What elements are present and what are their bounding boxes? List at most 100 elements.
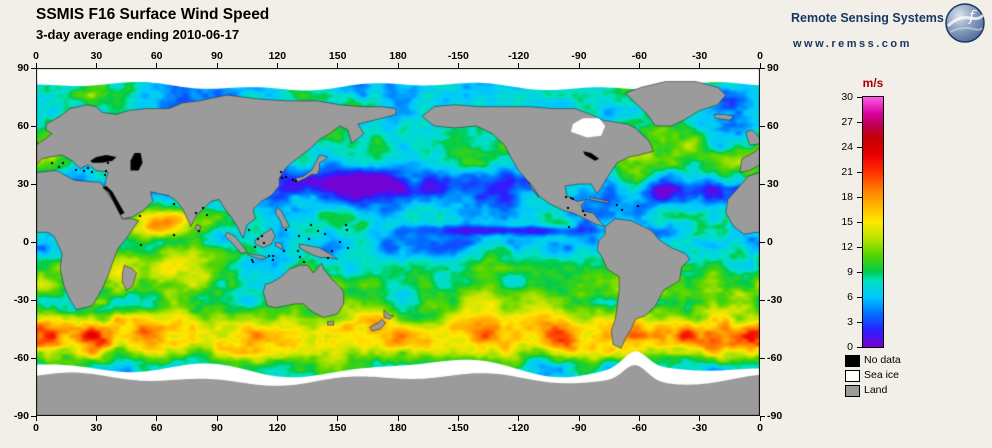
lon-tick-mark-bottom-1	[95, 416, 97, 421]
lon-tick-label-bottom-0: 0	[33, 422, 39, 434]
colorbar-tick-mark-10	[857, 346, 862, 348]
lon-tick-mark-bottom-12	[759, 416, 761, 421]
lon-tick-label-bottom-7: -150	[447, 422, 469, 434]
lon-tick-label-bottom-12: 0	[757, 422, 763, 434]
globe-logo-icon: f	[945, 3, 985, 43]
colorbar-tick-label-6: 12	[841, 241, 853, 253]
lon-tick-mark-top-1	[95, 63, 97, 68]
colorbar-tick-label-8: 6	[847, 291, 853, 303]
lon-tick-label-top-3: 90	[211, 50, 223, 62]
colorbar-tick-mark-7	[857, 271, 862, 273]
colorbar-tick-label-10: 0	[847, 341, 853, 353]
lat-tick-mark-right-6	[760, 415, 765, 417]
lat-tick-mark-right-2	[760, 183, 765, 185]
colorbar-tick-mark-2	[857, 146, 862, 148]
brand-name: Remote Sensing Systems	[791, 11, 944, 25]
colorbar-tick-label-0: 30	[841, 91, 853, 103]
lon-tick-label-top-4: 120	[268, 50, 287, 62]
lon-tick-mark-top-5	[337, 63, 339, 68]
page-subtitle: 3-day average ending 2010-06-17	[36, 27, 240, 42]
lon-tick-label-bottom-2: 60	[150, 422, 163, 434]
colorbar-tick-mark-0	[857, 96, 862, 98]
lat-tick-mark-right-4	[760, 299, 765, 301]
colorbar-tick-mark-3	[857, 171, 862, 173]
lon-tick-mark-top-7	[457, 63, 459, 68]
lon-tick-label-bottom-1: 30	[90, 422, 103, 434]
lon-tick-label-top-10: -60	[631, 50, 647, 62]
colorbar-gradient	[862, 96, 884, 348]
lon-tick-mark-top-2	[156, 63, 158, 68]
colorbar-tick-label-9: 3	[847, 316, 853, 328]
lon-tick-mark-top-6	[397, 63, 399, 68]
colorbar-tick-label-2: 24	[841, 141, 853, 153]
lon-tick-label-top-12: 0	[757, 50, 763, 62]
lon-tick-mark-top-3	[216, 63, 218, 68]
colorbar-tick-label-7: 9	[847, 266, 853, 278]
legend-swatch-1	[845, 370, 860, 382]
lon-tick-label-bottom-5: 150	[328, 422, 347, 434]
lon-tick-mark-top-12	[759, 63, 761, 68]
lat-tick-label-right-5: -60	[767, 352, 783, 364]
legend-swatch-0	[845, 355, 860, 367]
lon-tick-mark-bottom-9	[578, 416, 580, 421]
lat-tick-label-right-1: 60	[767, 120, 779, 132]
lat-tick-mark-left-1	[31, 125, 36, 127]
lat-tick-label-left-5: -60	[13, 352, 29, 364]
lat-tick-mark-right-3	[760, 241, 765, 243]
lon-tick-label-bottom-3: 90	[211, 422, 223, 434]
lon-tick-label-top-11: -30	[692, 50, 708, 62]
lon-tick-label-bottom-10: -60	[631, 422, 647, 434]
colorbar-tick-label-4: 18	[841, 191, 853, 203]
lon-tick-mark-top-11	[699, 63, 701, 68]
lon-tick-mark-top-9	[578, 63, 580, 68]
globe-swirl-2	[949, 27, 983, 33]
lat-tick-mark-left-6	[31, 415, 36, 417]
lon-tick-mark-bottom-6	[397, 416, 399, 421]
lat-tick-label-left-0: 90	[17, 62, 29, 74]
lat-tick-label-right-6: -90	[767, 410, 783, 422]
lon-tick-mark-top-8	[518, 63, 520, 68]
page-title: SSMIS F16 Surface Wind Speed	[36, 6, 270, 23]
lon-tick-label-bottom-4: 120	[268, 422, 287, 434]
globe-swirl	[946, 14, 985, 28]
brand-url: www.remss.com	[793, 38, 912, 50]
colorbar-tick-label-1: 27	[841, 116, 853, 128]
legend-label-0: No data	[864, 354, 901, 366]
globe-circle	[945, 3, 985, 43]
legend-label-2: Land	[864, 384, 888, 396]
lon-tick-label-bottom-9: -90	[571, 422, 587, 434]
legend-swatch-2	[845, 385, 860, 397]
colorbar-tick-label-3: 21	[841, 166, 853, 178]
lon-tick-label-bottom-8: -120	[508, 422, 530, 434]
lon-tick-label-bottom-11: -30	[692, 422, 708, 434]
lat-tick-label-left-1: 60	[17, 120, 29, 132]
lat-tick-label-left-4: -30	[13, 294, 29, 306]
colorbar-tick-mark-4	[857, 196, 862, 198]
globe-f-glyph: f	[968, 7, 977, 25]
colorbar-units-label: m/s	[862, 76, 884, 90]
lon-tick-label-top-1: 30	[90, 50, 103, 62]
lat-tick-mark-left-0	[31, 67, 36, 69]
lon-tick-label-top-0: 0	[33, 50, 39, 62]
lat-tick-label-left-6: -90	[13, 410, 29, 422]
lat-tick-mark-right-5	[760, 357, 765, 359]
lat-tick-mark-left-5	[31, 357, 36, 359]
lat-tick-mark-right-1	[760, 125, 765, 127]
lon-tick-mark-top-4	[276, 63, 278, 68]
lon-tick-mark-bottom-10	[638, 416, 640, 421]
lon-tick-mark-bottom-3	[216, 416, 218, 421]
lon-tick-label-top-5: 150	[328, 50, 347, 62]
lat-tick-label-right-2: 30	[767, 178, 779, 190]
colorbar-tick-label-5: 15	[841, 216, 853, 228]
lat-tick-mark-left-2	[31, 183, 36, 185]
colorbar-tick-mark-5	[857, 221, 862, 223]
colorbar-tick-mark-8	[857, 296, 862, 298]
colorbar-tick-mark-6	[857, 246, 862, 248]
lat-tick-label-left-2: 30	[17, 178, 29, 190]
lat-tick-label-right-3: 0	[767, 236, 773, 248]
lon-tick-label-top-9: -90	[571, 50, 587, 62]
lon-tick-mark-bottom-5	[337, 416, 339, 421]
lon-tick-label-bottom-6: 180	[389, 422, 407, 434]
lon-tick-mark-top-10	[638, 63, 640, 68]
